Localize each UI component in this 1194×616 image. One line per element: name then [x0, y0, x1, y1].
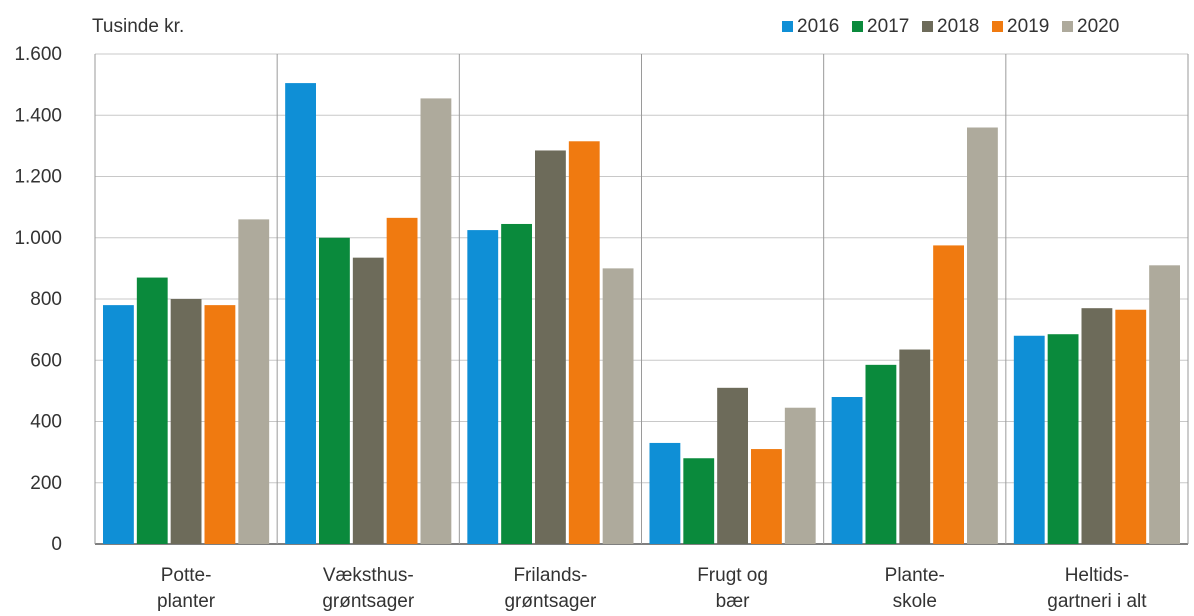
- bar-2018: [899, 349, 931, 544]
- x-category-label: Potte-planter: [157, 565, 216, 612]
- bar-2017: [319, 237, 350, 544]
- x-category-label: Heltids-gartneri i alt: [1047, 565, 1147, 612]
- y-tick-label: 600: [30, 350, 62, 371]
- x-category-label-line: planter: [157, 591, 216, 612]
- bar-2020: [784, 407, 816, 544]
- legend-swatch-2020: [1062, 21, 1073, 32]
- bar-2020: [1149, 265, 1180, 544]
- x-category-label-line: Plante-: [885, 565, 945, 586]
- bar-2020: [238, 219, 270, 544]
- bar-2016: [831, 397, 863, 544]
- legend-label-2016: 2016: [797, 16, 839, 37]
- bar-2016: [467, 230, 499, 544]
- legend-label-2019: 2019: [1007, 16, 1049, 37]
- bar-2019: [204, 305, 236, 544]
- x-category-label-line: grøntsager: [322, 591, 415, 612]
- legend-swatch-2019: [992, 21, 1003, 32]
- bar-2017: [865, 364, 897, 544]
- x-category-label: Frilands-grøntsager: [504, 565, 597, 612]
- x-category-label-line: Frugt og: [697, 565, 768, 586]
- x-category-label-line: bær: [716, 591, 750, 612]
- legend-swatch-2018: [922, 21, 933, 32]
- bar-2016: [1013, 335, 1045, 544]
- y-tick-label: 1.600: [14, 44, 62, 65]
- bar-2017: [1047, 334, 1079, 544]
- x-axis-labels: Potte-planterVæksthus-grøntsagerFrilands…: [157, 565, 1147, 612]
- bar-2019: [751, 449, 782, 544]
- y-tick-label: 200: [30, 473, 62, 494]
- bar-2017: [683, 458, 715, 544]
- bar-2018: [1081, 308, 1113, 544]
- x-category-label-line: Frilands-: [513, 565, 587, 586]
- bar-2018: [352, 257, 384, 544]
- bar-2019: [386, 217, 418, 544]
- x-category-label-line: gartneri i alt: [1047, 591, 1147, 612]
- y-tick-label: 0: [51, 534, 62, 555]
- legend-label-2017: 2017: [867, 16, 909, 37]
- y-tick-label: 1.000: [14, 228, 62, 249]
- legend: 2016 2017 2018 2019 2020: [782, 16, 1119, 37]
- bar-2020: [967, 127, 998, 544]
- x-category-label: Væksthus-grøntsager: [322, 565, 415, 612]
- bar-2019: [568, 141, 600, 544]
- bar-2016: [285, 83, 316, 544]
- bar-2020: [602, 268, 634, 544]
- legend-label-2018: 2018: [937, 16, 979, 37]
- unit-label: Tusinde kr.: [92, 16, 184, 37]
- x-category-label: Frugt og bær: [697, 565, 768, 612]
- bars: [103, 83, 1180, 544]
- x-category-label-line: skole: [893, 591, 937, 612]
- bar-2016: [103, 305, 134, 544]
- x-category-label: Plante-skole: [885, 565, 945, 612]
- bar-2016: [649, 442, 681, 544]
- y-tick-label: 1.200: [14, 167, 62, 188]
- bar-2018: [170, 299, 202, 544]
- bar-2018: [535, 150, 566, 544]
- bar-2018: [717, 387, 748, 544]
- bar-2020: [420, 98, 452, 544]
- x-category-label-line: grøntsager: [504, 591, 597, 612]
- bar-2017: [501, 223, 532, 544]
- bar-2019: [933, 245, 964, 544]
- legend-label-2020: 2020: [1077, 16, 1119, 37]
- y-tick-label: 400: [30, 412, 62, 433]
- x-category-label-line: Potte-: [161, 565, 212, 586]
- category-dividers: [94, 54, 1189, 544]
- bar-2017: [136, 277, 168, 544]
- legend-swatch-2017: [852, 21, 863, 32]
- legend-swatch-2016: [782, 21, 793, 32]
- x-category-label-line: Væksthus-: [323, 565, 414, 586]
- y-tick-label: 800: [30, 289, 62, 310]
- bar-2019: [1115, 309, 1147, 544]
- x-category-label-line: Heltids-: [1065, 565, 1129, 586]
- y-axis-ticks: 0 200 400 600 800 1.000 1.200 1.400 1.600: [14, 44, 62, 555]
- y-tick-label: 1.400: [14, 105, 62, 126]
